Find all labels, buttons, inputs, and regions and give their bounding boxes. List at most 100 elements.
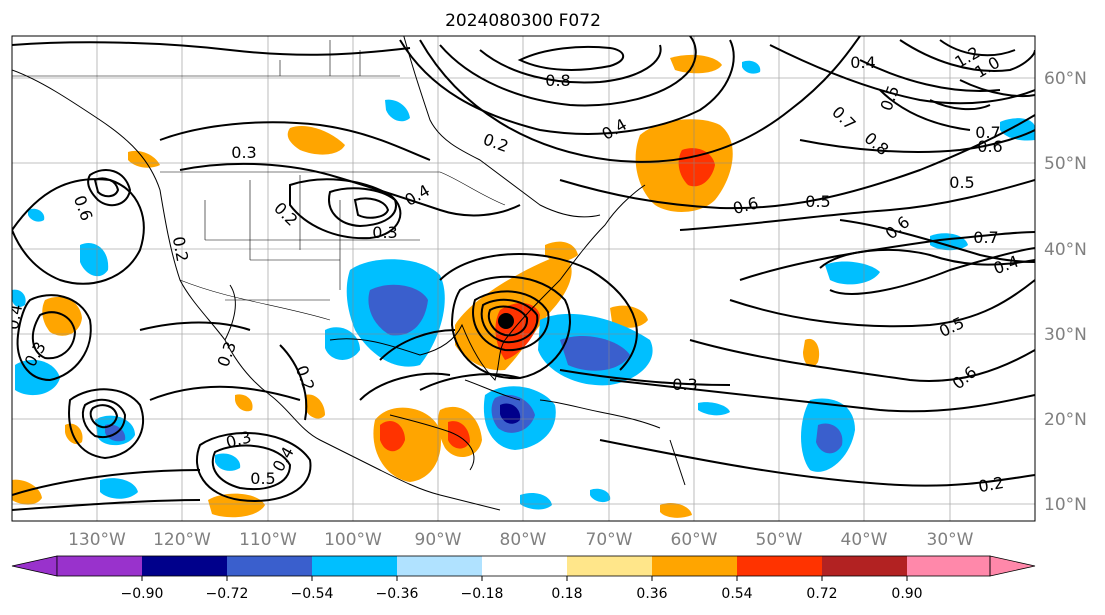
positive-anomaly [65,423,83,445]
contour-lines [12,36,1035,511]
longitude-labels: 130°W 120°W 110°W 100°W 90°W 80°W 70°W 6… [68,530,974,550]
colorbar-segment [397,556,482,576]
contour-label: 0.5 [805,192,830,211]
contour-line [419,373,521,391]
contour-line [559,114,1035,210]
contour-label: 0.4 [3,303,26,331]
negative-anomaly [215,453,241,471]
lon-label: 60°W [671,530,718,550]
contour-line [472,290,550,352]
contour-line [211,444,292,491]
gridlines [12,36,1035,521]
negative-anomaly [325,327,360,360]
negative-anomaly [742,60,761,74]
positive-anomaly [660,503,692,518]
colorbar-segment [142,556,227,576]
contour-label: 0.7 [975,123,1000,142]
contour-line [559,369,731,386]
colorbar-frame [56,555,991,577]
contour-line [879,89,971,131]
positive-anomaly [610,305,648,328]
coastlines [12,36,686,511]
colorbar-segment [822,556,907,576]
contour-line [739,231,1035,281]
contour-line [899,39,1035,72]
contour-line [450,275,571,380]
positive-anomaly [448,421,470,449]
contour-line [89,404,119,429]
contour-label: 0.6 [977,137,1002,156]
contour-line [12,178,145,285]
contour-line [12,41,411,56]
contour-line [149,385,301,401]
colorbar-segment [312,556,397,576]
contour-line [480,298,539,344]
political-borders [12,40,506,321]
positive-anomaly [670,54,722,74]
contour-line [729,279,1035,328]
map-frame [11,35,1036,522]
colorbar-segment [567,556,652,576]
contour-line [599,439,1035,487]
lon-label: 50°W [756,530,803,550]
lat-label: 20°N [1044,410,1087,430]
contour-line [359,372,451,401]
contour-label: 0.3 [231,143,256,162]
colorbar-tick-label: −0.18 [461,586,504,602]
negative-anomaly [590,488,611,503]
positive-anomaly [803,338,820,367]
contour-line [839,219,1035,263]
lat-label: 10°N [1044,495,1087,515]
colorbar-segment [907,556,990,576]
lat-label: 60°N [1044,69,1087,89]
colorbar-segment [227,556,312,576]
contour-label: 0.5 [949,173,974,192]
colorbar-tick-label: −0.72 [206,586,249,602]
colorbar-extend-high [989,555,1036,577]
contour-line [439,253,638,371]
lon-label: 70°W [586,530,633,550]
contour-line [12,499,201,511]
contour-line [689,339,1035,382]
positive-anomaly [287,125,345,155]
colorbar-tick-label: −0.54 [291,586,334,602]
contour-line [799,129,1035,153]
colorbar-segment [737,556,822,576]
colorbar-tick-label: −0.90 [121,586,164,602]
negative-anomaly [560,335,630,371]
colorbar-tick-label: 0.36 [636,586,667,602]
negative-anomaly [385,99,410,122]
contour-line [195,432,312,502]
lon-label: 110°W [239,530,297,550]
contour-line [439,36,697,107]
contour-line [609,379,1035,413]
lat-label: 40°N [1044,240,1087,260]
cyclone-center-marker [498,313,514,329]
positive-anomaly [42,296,82,336]
contour-label: 0.4 [850,53,875,72]
lat-label: 30°N [1044,325,1087,345]
lon-label: 100°W [324,530,382,550]
contour-line [859,59,1001,92]
contour-line [769,44,1035,105]
map-title: 2024080300 F072 [445,11,601,31]
colorbar-tick-label: 0.54 [721,586,752,602]
contour-line [487,305,529,337]
contour-line [679,179,1035,231]
contour-label: 0.8 [545,71,570,90]
colorbar-tick-label: 0.90 [891,586,922,602]
contour-line [81,398,127,438]
positive-anomaly [208,493,265,518]
contour-line [279,344,308,421]
contour-line [419,36,861,163]
contour-label: 0.3 [372,223,397,242]
contour-label: 0.2 [169,235,192,263]
negative-anomaly [100,478,138,499]
contour-label: 0.5 [250,469,275,488]
contour-line [399,39,735,135]
contour-line [12,469,201,496]
positive-anomaly [12,479,42,505]
contour-line [31,311,77,360]
contour-line [93,177,120,198]
